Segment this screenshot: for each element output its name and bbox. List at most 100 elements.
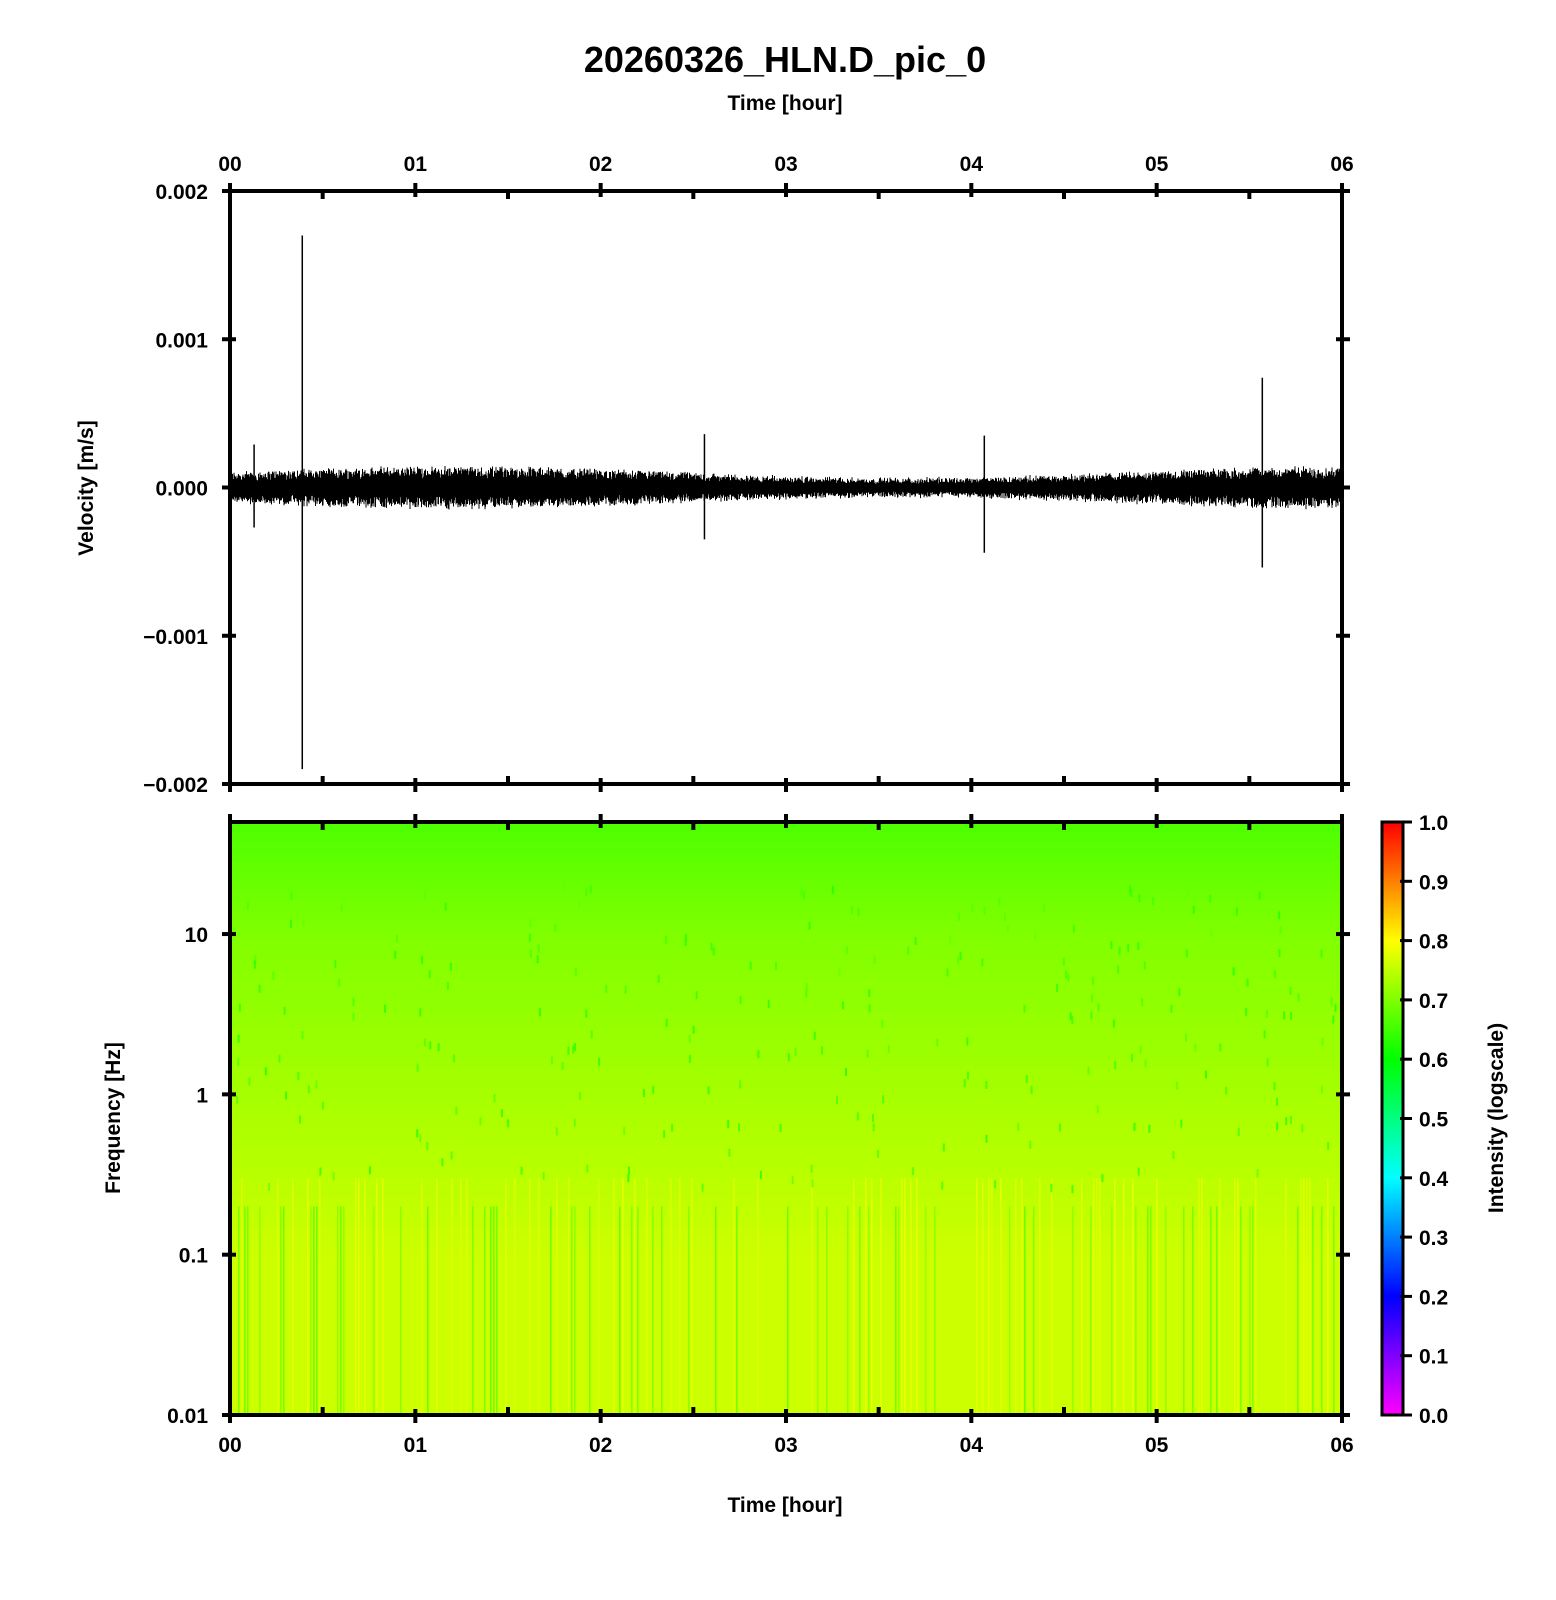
x-tick-label: 03 bbox=[774, 1434, 797, 1457]
spectrogram-column bbox=[1096, 1178, 1098, 1415]
spectrogram-panel: 00 01 02 03 04 05 06 10 1 0.1 0.01 Frequency [Hz] bbox=[102, 814, 1354, 1457]
spectrogram-speckle bbox=[1062, 957, 1065, 966]
spectrogram-speckle bbox=[866, 1049, 869, 1058]
spectrogram-speckle bbox=[437, 1043, 440, 1052]
waveform-y-axis-label: Velocity [m/s] bbox=[75, 420, 98, 555]
spectrogram-column bbox=[313, 1206, 315, 1415]
spectrogram-speckle bbox=[981, 958, 984, 967]
spectrogram-column bbox=[817, 1206, 819, 1415]
spectrogram-column bbox=[283, 1206, 285, 1415]
spectrogram-column bbox=[1123, 1178, 1125, 1415]
x-tick-label: 06 bbox=[1330, 1434, 1353, 1457]
spectrogram-speckle bbox=[1178, 988, 1181, 997]
spectrogram-speckle bbox=[794, 1048, 797, 1057]
waveform-x-ticks: 00 01 02 03 04 05 06 bbox=[218, 153, 1354, 792]
spectrogram-speckle bbox=[707, 1086, 710, 1095]
spectrogram-speckle bbox=[779, 1123, 782, 1132]
spectrogram-column bbox=[880, 1178, 882, 1415]
spectrogram-speckle bbox=[966, 1037, 969, 1046]
spectrogram-speckle bbox=[1029, 1140, 1032, 1149]
y-tick-label: 0.1 bbox=[179, 1245, 209, 1268]
spectrogram-band bbox=[230, 901, 1342, 912]
spectrogram-speckle bbox=[881, 1019, 884, 1028]
spectrogram-column bbox=[1135, 1206, 1137, 1415]
spectrogram-column bbox=[991, 1178, 993, 1415]
spectrogram-speckle bbox=[1205, 1070, 1208, 1079]
spectrogram-speckle bbox=[574, 967, 577, 976]
spectrogram-speckle bbox=[1072, 924, 1075, 933]
spectrogram-speckle bbox=[850, 906, 853, 915]
spectrogram-column bbox=[529, 1178, 531, 1415]
spectrogram-x-ticks: 00 01 02 03 04 05 06 bbox=[218, 814, 1354, 1457]
waveform-panel: 00 01 02 03 04 05 06 0.002 0.001 0.000 −0.001 −0.0… bbox=[75, 153, 1354, 797]
spectrogram-speckle bbox=[299, 1115, 302, 1124]
x-tick-label: 01 bbox=[404, 1434, 428, 1457]
spectrogram-band bbox=[230, 980, 1342, 991]
spectrogram-speckle bbox=[1133, 1122, 1136, 1131]
spectrogram-y-axis-label: Frequency [Hz] bbox=[102, 1042, 125, 1194]
spectrogram-speckle bbox=[290, 919, 293, 928]
spectrogram-speckle bbox=[1004, 913, 1007, 922]
spectrogram-speckle bbox=[1137, 1167, 1140, 1176]
spectrogram-speckle bbox=[1276, 1097, 1279, 1106]
spectrogram-band bbox=[230, 1118, 1342, 1129]
spectrogram-speckle bbox=[914, 936, 917, 945]
spectrogram-speckle bbox=[738, 1123, 741, 1132]
spectrogram-column bbox=[1009, 1206, 1011, 1415]
spectrogram-speckle bbox=[985, 1134, 988, 1143]
spectrogram-speckle bbox=[1180, 1119, 1183, 1128]
spectrogram-speckle bbox=[1006, 924, 1009, 933]
spectrogram-column bbox=[757, 1178, 759, 1415]
spectrogram-column bbox=[466, 1178, 468, 1415]
spectrogram-column bbox=[1081, 1178, 1083, 1415]
colorbar-tick-label: 0.4 bbox=[1419, 1168, 1449, 1191]
spectrogram-column bbox=[574, 1206, 576, 1415]
x-tick-label: 03 bbox=[774, 153, 797, 176]
spectrogram-band bbox=[230, 990, 1342, 1001]
spectrogram-speckle bbox=[1114, 1061, 1117, 1070]
spectrogram-speckle bbox=[1232, 967, 1235, 976]
spectrogram-speckle bbox=[1209, 894, 1212, 903]
spectrogram-column bbox=[898, 1206, 900, 1415]
spectrogram-speckle bbox=[688, 1054, 691, 1063]
spectrogram-speckle bbox=[589, 885, 592, 894]
spectrogram-column bbox=[1072, 1206, 1074, 1415]
spectrogram-speckle bbox=[449, 962, 452, 971]
spectrogram-speckle bbox=[942, 1143, 945, 1152]
spectrogram-speckle bbox=[813, 1031, 816, 1040]
spectrogram-speckle bbox=[567, 1046, 570, 1055]
spectrogram-speckle bbox=[1256, 1169, 1259, 1178]
spectrogram-column bbox=[382, 1178, 384, 1415]
spectrogram-column bbox=[736, 1206, 738, 1415]
spectrogram-speckle bbox=[238, 1003, 241, 1012]
spectrogram-column bbox=[1237, 1178, 1239, 1415]
spectrogram-speckle bbox=[757, 1050, 760, 1059]
spectrogram-column bbox=[484, 1206, 486, 1415]
spectrogram-column bbox=[1165, 1206, 1167, 1415]
spectrogram-speckle bbox=[572, 1045, 575, 1054]
spectrogram-band bbox=[230, 950, 1342, 961]
x-tick-label: 06 bbox=[1330, 153, 1353, 176]
spectrogram-column bbox=[550, 1206, 552, 1415]
spectrogram-band bbox=[230, 861, 1342, 873]
spectrogram-column bbox=[1312, 1206, 1314, 1415]
spectrogram-speckle bbox=[1118, 946, 1121, 955]
spectrogram-speckle bbox=[1185, 949, 1188, 958]
spectrogram-column bbox=[1192, 1206, 1194, 1415]
spectrogram-column bbox=[1156, 1178, 1158, 1415]
spectrogram-speckle bbox=[872, 1123, 875, 1132]
spectrogram-band bbox=[230, 1256, 1342, 1268]
spectrogram-column bbox=[1327, 1178, 1329, 1415]
spectrogram-band bbox=[230, 871, 1342, 882]
spectrogram-column bbox=[496, 1206, 498, 1415]
spectrogram-speckle bbox=[845, 946, 848, 955]
spectrogram-column bbox=[238, 1206, 240, 1415]
spectrogram-band bbox=[230, 1286, 1342, 1297]
spectrogram-column bbox=[868, 1206, 870, 1415]
spectrogram-speckle bbox=[1258, 891, 1261, 900]
spectrogram-speckle bbox=[963, 1079, 966, 1088]
spectrogram-speckle bbox=[877, 1149, 880, 1158]
spectrogram-speckle bbox=[701, 1183, 704, 1192]
spectrogram-column bbox=[847, 1206, 849, 1415]
spectrogram-column bbox=[310, 1206, 312, 1415]
